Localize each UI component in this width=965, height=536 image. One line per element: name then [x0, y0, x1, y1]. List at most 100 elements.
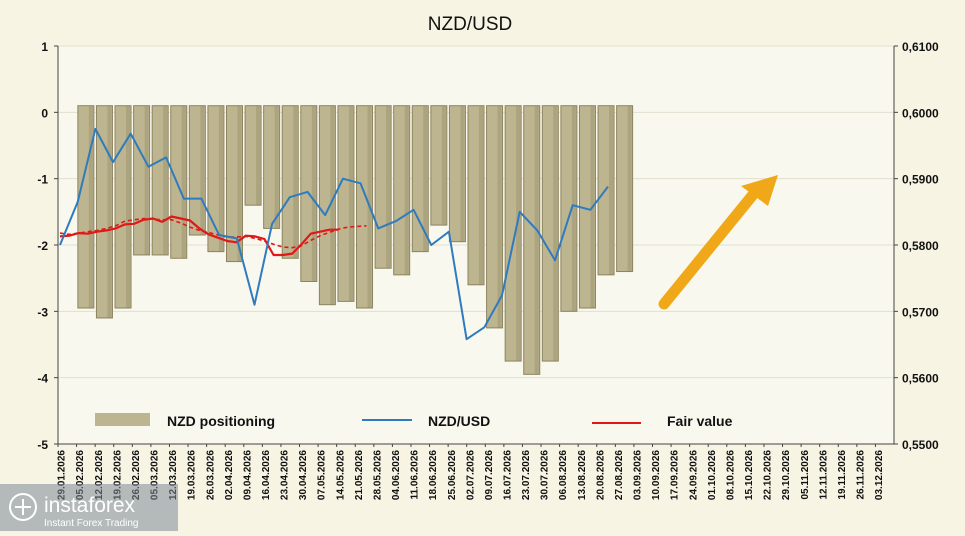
x-tick-label: 23.04.2026 — [280, 450, 291, 500]
x-tick-label: 10.09.2026 — [651, 450, 662, 500]
x-tick-label: 22.10.2026 — [763, 450, 774, 500]
x-tick-label: 26.03.2026 — [205, 450, 216, 500]
y-right-tick-label: 0,5700 — [902, 305, 939, 319]
bar-shade — [423, 105, 428, 252]
x-tick-label: 14.05.2026 — [335, 450, 346, 500]
bar-shade — [516, 105, 521, 362]
legend-label-nzdusd: NZD/USD — [428, 413, 490, 429]
y-right-tick-label: 0,6000 — [902, 106, 939, 120]
y-left-tick-label: -5 — [37, 438, 48, 452]
bar-shade — [553, 105, 558, 362]
x-tick-label: 16.04.2026 — [261, 450, 272, 500]
bar-nzd-positioning — [281, 105, 299, 259]
bar-nzd-positioning — [356, 105, 374, 309]
x-tick-label: 09.07.2026 — [484, 450, 495, 500]
x-tick-label: 07.05.2026 — [317, 450, 328, 500]
x-tick-label: 29.10.2026 — [781, 450, 792, 500]
x-tick-label: 29.01.2026 — [57, 450, 68, 500]
x-tick-label: 01.10.2026 — [707, 450, 718, 500]
y-right-tick-label: 0,5500 — [902, 438, 939, 452]
x-tick-label: 12.03.2026 — [168, 450, 179, 500]
x-tick-label: 25.06.2026 — [447, 450, 458, 500]
bar-nzd-positioning — [337, 105, 355, 302]
bar-shade — [237, 105, 242, 262]
x-tick-label: 12.02.2026 — [94, 450, 105, 500]
legend-label-nzd-positioning: NZD positioning — [167, 413, 275, 429]
bar-shade — [330, 105, 335, 305]
bar-shade — [200, 105, 205, 236]
bar-shade — [441, 105, 446, 226]
bar-shade — [274, 105, 279, 229]
y-left-tick-label: 1 — [41, 40, 48, 54]
bar-nzd-positioning — [133, 105, 151, 256]
bar-nzd-positioning — [151, 105, 169, 256]
x-tick-label: 20.08.2026 — [595, 450, 606, 500]
x-tick-label: 13.08.2026 — [577, 450, 588, 500]
bar-shade — [609, 105, 614, 275]
bar-nzd-positioning — [95, 105, 113, 319]
logo-mark-icon — [9, 493, 37, 521]
x-tick-label: 05.02.2026 — [75, 450, 86, 500]
up-arrow-icon — [658, 175, 778, 310]
x-tick-label: 16.07.2026 — [503, 450, 514, 500]
x-tick-label: 21.05.2026 — [354, 450, 365, 500]
instaforex-logo: instaforex Instant Forex Trading — [0, 484, 178, 531]
bar-nzd-positioning — [467, 105, 485, 286]
bar-shade — [497, 105, 502, 328]
bar-series — [77, 105, 634, 375]
x-tick-label: 02.07.2026 — [465, 450, 476, 500]
y-right-tick-label: 0,5600 — [902, 372, 939, 386]
bar-shade — [348, 105, 353, 302]
y-right-tick-label: 0,6100 — [902, 40, 939, 54]
bar-nzd-positioning — [560, 105, 578, 312]
bar-nzd-positioning — [393, 105, 411, 276]
x-tick-label: 26.11.2026 — [855, 450, 866, 500]
bar-shade — [144, 105, 149, 255]
bar-shade — [107, 105, 112, 318]
bar-shade — [311, 105, 316, 282]
x-tick-label: 17.09.2026 — [670, 450, 681, 500]
logo-mark-cross-icon — [15, 499, 31, 515]
x-tick-label: 11.06.2026 — [410, 450, 421, 500]
x-tick-label: 18.06.2026 — [428, 450, 439, 500]
bar-nzd-positioning — [318, 105, 336, 306]
x-tick-label: 08.10.2026 — [725, 450, 736, 500]
x-tick-label: 19.03.2026 — [187, 450, 198, 500]
x-tick-label: 30.07.2026 — [540, 450, 551, 500]
bar-shade — [460, 105, 465, 242]
x-tick-label: 03.12.2026 — [874, 450, 885, 500]
x-tick-label: 19.11.2026 — [837, 450, 848, 500]
bar-nzd-positioning — [207, 105, 225, 253]
bar-shade — [404, 105, 409, 275]
bar-nzd-positioning — [77, 105, 95, 309]
bar-shade — [181, 105, 186, 259]
bar-shade — [627, 105, 632, 272]
y-left-tick-label: 0 — [41, 106, 48, 120]
logo-tagline: Instant Forex Trading — [44, 518, 139, 529]
y-left-tick-label: -1 — [37, 173, 48, 187]
bar-shade — [293, 105, 298, 259]
bar-nzd-positioning — [225, 105, 243, 263]
chart-title: NZD/USD — [428, 14, 512, 35]
bar-shade — [88, 105, 93, 309]
x-tick-label: 03.09.2026 — [633, 450, 644, 500]
line-fair-value — [59, 215, 339, 257]
legend-swatch-nzd-positioning — [95, 413, 150, 426]
x-tick-label: 24.09.2026 — [688, 450, 699, 500]
bar-nzd-positioning — [523, 105, 541, 375]
x-tick-label: 19.02.2026 — [112, 450, 123, 500]
y-right-tick-label: 0,5800 — [902, 239, 939, 253]
x-tick-label: 27.08.2026 — [614, 450, 625, 500]
bar-shade — [534, 105, 539, 375]
x-tick-label: 09.04.2026 — [242, 450, 253, 500]
x-tick-label: 15.10.2026 — [744, 450, 755, 500]
line-series — [59, 127, 609, 341]
x-tick-label: 26.02.2026 — [131, 450, 142, 500]
bar-nzd-positioning — [430, 105, 448, 226]
x-tick-label: 04.06.2026 — [391, 450, 402, 500]
line-fair-value-forecast — [59, 217, 367, 249]
bar-nzd-positioning — [188, 105, 206, 236]
arrow-shaft — [658, 185, 762, 310]
